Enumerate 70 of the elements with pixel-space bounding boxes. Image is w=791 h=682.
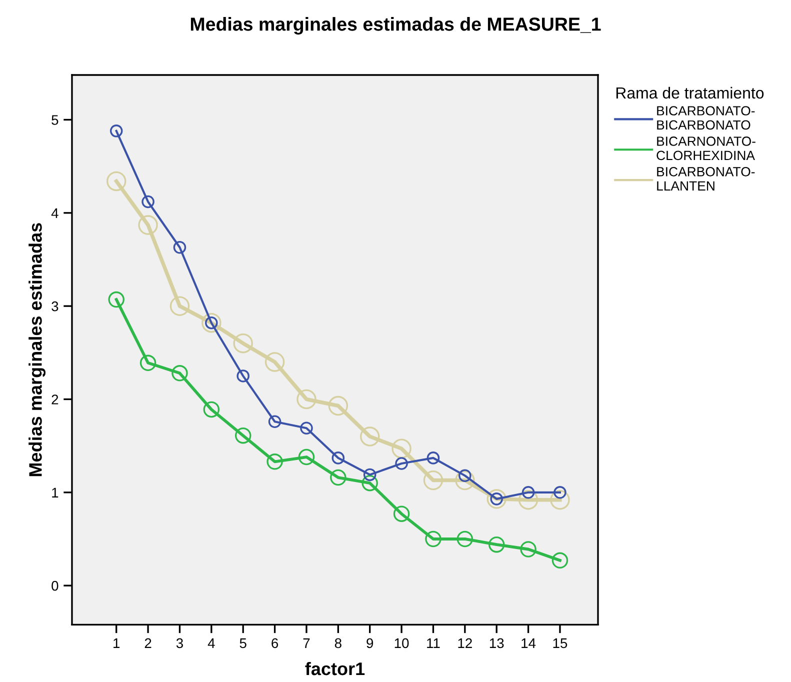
point xyxy=(362,474,378,492)
point xyxy=(332,452,345,464)
legend-label: BICARNONATO- CLORHEXIDINA xyxy=(656,136,756,160)
point xyxy=(488,536,505,553)
point xyxy=(233,333,253,354)
point xyxy=(266,454,283,470)
point xyxy=(234,427,252,444)
point xyxy=(363,468,376,482)
x-axis-title: factor1 xyxy=(305,662,365,676)
x-tick-label: 7 xyxy=(303,638,310,648)
x-tick-label: 11 xyxy=(427,638,440,648)
x-tick-label: 3 xyxy=(176,638,183,648)
point xyxy=(550,490,570,510)
point xyxy=(393,506,410,522)
point xyxy=(106,171,126,192)
point xyxy=(520,541,536,558)
y-axis-title: Medias marginales estimadas xyxy=(28,223,46,476)
legend-title: Rama de tratamiento xyxy=(616,86,764,99)
point xyxy=(518,490,538,510)
point xyxy=(395,457,408,470)
point xyxy=(170,296,190,316)
x-tick-label: 8 xyxy=(334,638,342,648)
point xyxy=(423,470,444,490)
point xyxy=(236,370,250,382)
point xyxy=(328,396,348,416)
point xyxy=(202,312,222,333)
point xyxy=(110,124,123,138)
point xyxy=(425,530,442,548)
point xyxy=(140,354,156,372)
point xyxy=(552,552,568,569)
x-tick-label: 10 xyxy=(394,638,409,648)
point xyxy=(173,240,186,254)
point xyxy=(360,426,380,446)
point xyxy=(296,389,316,410)
y-tick-label: 4 xyxy=(51,208,58,218)
point xyxy=(456,530,474,548)
x-tick-label: 1 xyxy=(114,638,120,648)
x-tick-label: 2 xyxy=(144,638,152,648)
x-tick-label: 14 xyxy=(522,638,536,648)
point xyxy=(455,470,475,490)
point xyxy=(108,291,124,308)
point xyxy=(203,401,220,418)
y-tick-label: 5 xyxy=(52,115,58,125)
point xyxy=(138,215,158,235)
x-tick-label: 9 xyxy=(366,638,374,648)
x-tick-label: 4 xyxy=(208,638,215,648)
point xyxy=(522,486,535,499)
y-tick-label: 2 xyxy=(52,394,58,404)
x-tick-label: 6 xyxy=(272,638,278,648)
point xyxy=(142,195,154,208)
x-tick-label: 13 xyxy=(490,638,504,648)
x-tick-label: 15 xyxy=(553,638,568,648)
chart-title: Medias marginales estimadas de MEASURE_1 xyxy=(190,17,601,35)
x-tick-label: 5 xyxy=(240,638,246,648)
legend-label: BICARBONATO- BICARBONATO xyxy=(657,106,755,130)
legend-label: BICARBONATO- LLANTEN xyxy=(657,167,755,190)
y-tick-label: 0 xyxy=(52,580,58,591)
point xyxy=(426,452,440,464)
point xyxy=(264,352,285,372)
point xyxy=(330,469,346,486)
point xyxy=(554,486,566,499)
y-tick-label: 3 xyxy=(52,301,58,312)
x-tick-label: 12 xyxy=(458,638,472,648)
point xyxy=(300,422,313,435)
point xyxy=(392,438,412,458)
point xyxy=(172,365,188,382)
point xyxy=(268,415,282,428)
point xyxy=(298,448,315,466)
point xyxy=(486,489,506,509)
y-tick-label: 1 xyxy=(52,488,58,498)
